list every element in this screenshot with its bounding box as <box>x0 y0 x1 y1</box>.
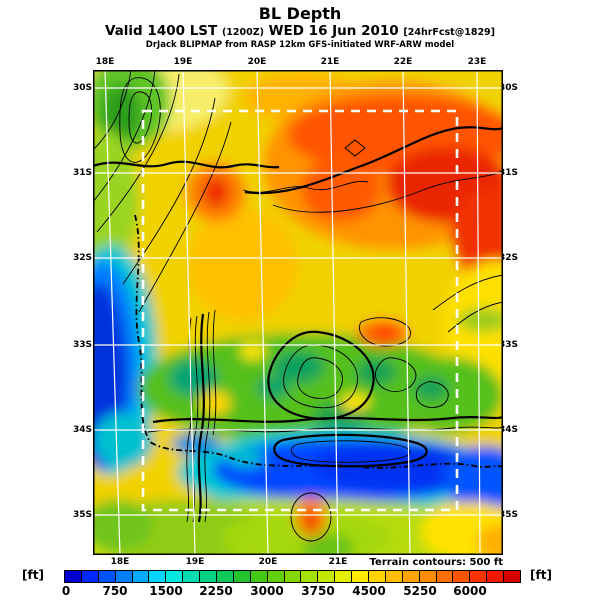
colorbar-segment <box>200 571 217 582</box>
colorbar-tick: 2250 <box>199 584 233 598</box>
lat-label-left: 31S <box>72 168 92 178</box>
colorbar-tick: 0 <box>61 584 71 598</box>
colorbar-segment <box>301 571 318 582</box>
colorbar-tick: 4500 <box>352 584 386 598</box>
lat-label-left: 30S <box>72 83 92 93</box>
colorbar-segment <box>149 571 166 582</box>
colorbar-segment <box>504 571 521 582</box>
colorbar-segment <box>250 571 267 582</box>
lat-label-left: 33S <box>72 340 92 350</box>
colorbar-segment <box>233 571 250 582</box>
lon-label-top: 23E <box>467 57 487 67</box>
colorbar-segment <box>132 571 149 582</box>
lon-label-bottom: 20E <box>258 557 278 567</box>
colorbar-segment <box>453 571 470 582</box>
colorbar-segment <box>81 571 98 582</box>
colorbar-unit-left: [ft] <box>22 568 44 582</box>
lon-label-top: 19E <box>173 57 193 67</box>
colorbar-segment <box>470 571 487 582</box>
valid-time-z: (1200Z) <box>221 27 264 38</box>
map-frame <box>93 70 503 555</box>
lat-label-right: 33S <box>499 340 519 350</box>
lat-label-right: 34S <box>499 425 519 435</box>
lon-label-bottom: 19E <box>185 557 205 567</box>
lat-label-right: 30S <box>499 83 519 93</box>
lat-label-left: 35S <box>72 510 92 520</box>
colorbar-segment <box>369 571 385 582</box>
colorbar-segment <box>115 571 132 582</box>
graticule <box>93 70 503 555</box>
colorbar-segment <box>419 571 436 582</box>
colorbar-unit-right: [ft] <box>530 568 552 582</box>
colorbar-segment <box>318 571 335 582</box>
lat-label-right: 32S <box>499 253 519 263</box>
lon-label-top: 18E <box>95 57 115 67</box>
colorbar-segment <box>166 571 183 582</box>
colorbar-tick: 3000 <box>250 584 284 598</box>
colorbar-tick: 1500 <box>149 584 183 598</box>
colorbar-tick: 5250 <box>403 584 437 598</box>
valid-prefix: Valid 1400 LST <box>104 23 218 39</box>
colorbar-segment <box>183 571 200 582</box>
colorbar-segment <box>487 571 504 582</box>
colorbar-segment <box>284 571 301 582</box>
model-attribution: DrJack BLIPMAP from RASP 12km GFS-initia… <box>145 40 455 50</box>
valid-time-line: Valid 1400 LST (1200Z) WED 16 Jun 2010 [… <box>0 23 600 39</box>
valid-date: WED 16 Jun 2010 <box>268 23 399 39</box>
colorbar-segments <box>64 570 521 583</box>
inner-domain-boundary <box>141 109 459 512</box>
colorbar-segment <box>267 571 284 582</box>
lon-label-top: 22E <box>393 57 413 67</box>
bl-depth-color-field <box>93 70 503 555</box>
colorbar-segment <box>65 571 81 582</box>
colorbar-segment <box>98 571 115 582</box>
colorbar-segment <box>436 571 453 582</box>
valid-fcst: [24hrFcst@1829] <box>403 27 495 38</box>
lon-label-top: 20E <box>247 57 267 67</box>
page-title: BL Depth <box>258 4 342 23</box>
colorbar-tick: 3750 <box>301 584 335 598</box>
lon-label-bottom: 21E <box>328 557 348 567</box>
colorbar-segment <box>402 571 419 582</box>
colorbar-segment <box>335 571 352 582</box>
map-plot <box>93 70 503 555</box>
lat-label-right: 31S <box>499 168 519 178</box>
lat-label-left: 34S <box>72 425 92 435</box>
lon-label-top: 21E <box>320 57 340 67</box>
colorbar-segment <box>385 571 402 582</box>
colorbar-tick: 6000 <box>453 584 487 598</box>
lat-label-right: 35S <box>499 510 519 520</box>
coastline <box>134 214 503 469</box>
colorbar-tick: 750 <box>102 584 128 598</box>
terrain-contour-note: Terrain contours: 500 ft <box>369 557 503 568</box>
colorbar-segment <box>352 571 369 582</box>
colorbar-segment <box>217 571 233 582</box>
lon-label-bottom: 18E <box>110 557 130 567</box>
lat-label-left: 32S <box>72 253 92 263</box>
